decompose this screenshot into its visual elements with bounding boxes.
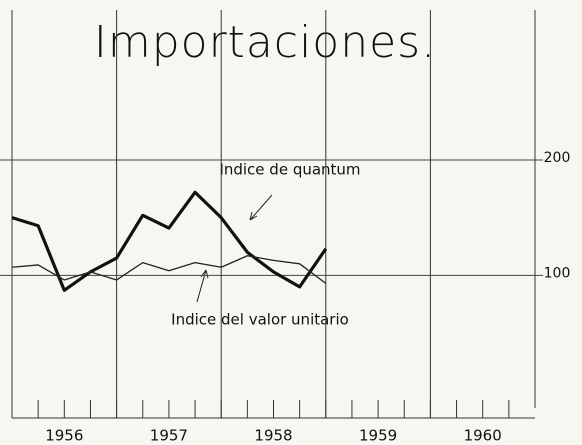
x-tick-label: 1956 xyxy=(45,427,83,445)
chart-title: Importaciones. xyxy=(94,17,436,68)
annotation-arrow xyxy=(249,194,273,221)
annotation-arrow-head xyxy=(249,211,258,221)
series-line xyxy=(11,190,328,292)
annotation: Indice de quantum xyxy=(219,161,360,179)
x-tick-label: 1960 xyxy=(464,427,502,445)
x-tick-label: 1957 xyxy=(150,427,188,445)
x-tick-label: 1959 xyxy=(359,427,397,445)
y-tick-label: 100 xyxy=(544,265,571,281)
series-line xyxy=(11,255,327,284)
y-tick-label: 200 xyxy=(544,150,571,166)
x-tick-label: 1958 xyxy=(254,427,292,445)
annotation: Indice del valor unitario xyxy=(171,311,349,329)
